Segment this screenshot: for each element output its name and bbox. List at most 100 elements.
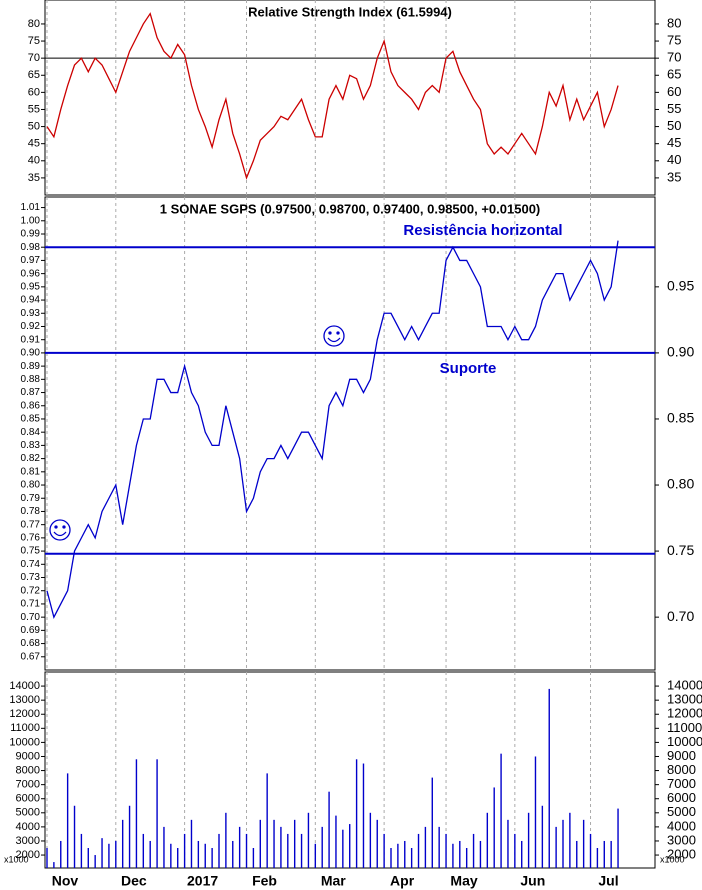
volume-bar	[232, 840, 234, 868]
y-tick-label: 0.93	[21, 308, 41, 319]
y-tick-label: 4000	[16, 821, 40, 833]
volume-bar	[541, 805, 544, 868]
y-tick-label: 3000	[16, 835, 40, 847]
y-tick-label: 0.80	[21, 480, 41, 491]
y-tick-label: 14000	[9, 680, 40, 692]
axis-note: x1000	[4, 854, 29, 864]
annotation: Suporte	[440, 360, 497, 377]
y-tick-label: 80	[667, 15, 681, 30]
y-tick-label: 60	[28, 86, 40, 98]
volume-bar	[390, 848, 392, 868]
volume-bar	[582, 819, 585, 868]
y-tick-label: 0.92	[21, 321, 41, 332]
y-tick-label: 7000	[667, 776, 696, 791]
y-tick-label: 70	[28, 52, 40, 64]
y-tick-label: 55	[28, 103, 40, 115]
y-tick-label: 10000	[9, 736, 40, 748]
y-tick-label: 13000	[9, 694, 40, 706]
y-tick-label: 14000	[667, 678, 702, 693]
volume-bar	[293, 819, 296, 868]
volume-bar	[479, 840, 482, 868]
y-tick-label: 0.78	[21, 506, 41, 517]
y-tick-label: 40	[28, 155, 40, 167]
volume-bar	[376, 819, 378, 868]
volume-bar	[465, 848, 468, 868]
volume-bar	[273, 819, 275, 868]
y-tick-label: 0.71	[21, 599, 41, 610]
y-tick-label: 65	[28, 69, 40, 81]
volume-bar	[610, 840, 612, 868]
volume-bar	[280, 826, 282, 868]
volume-bar	[307, 812, 310, 868]
x-tick-label: Feb	[252, 873, 277, 889]
volume-bar	[156, 759, 158, 868]
volume-bar	[596, 848, 599, 868]
y-tick-label: 0.67	[21, 651, 41, 662]
y-tick-label: 11000	[10, 722, 40, 734]
volume-bar	[80, 833, 83, 868]
volume-bar	[53, 862, 55, 868]
volume-bar	[576, 840, 578, 868]
volume-bar	[266, 773, 268, 868]
volume-bar	[142, 833, 145, 868]
x-tick-label: May	[450, 873, 477, 889]
volume-bar	[438, 826, 440, 868]
panel-title: 1 SONAE SGPS (0.97500, 0.98700, 0.97400,…	[160, 201, 541, 216]
y-tick-label: 65	[667, 67, 681, 82]
y-tick-label: 3000	[667, 832, 696, 847]
smiley	[323, 325, 345, 347]
y-tick-label: 0.95	[667, 278, 694, 294]
y-tick-label: 75	[28, 35, 40, 47]
y-tick-label: 6000	[667, 790, 696, 805]
y-tick-label: 0.95	[21, 281, 41, 292]
volume-bar	[500, 753, 502, 868]
y-tick-label: 13000	[667, 692, 702, 707]
volume-bar	[73, 805, 76, 868]
volume-bar	[534, 756, 537, 868]
volume-bar	[342, 829, 344, 868]
y-tick-label: 0.75	[667, 542, 694, 558]
y-tick-label: 10000	[667, 734, 702, 749]
x-tick-label: Apr	[390, 873, 415, 889]
y-tick-label: 0.76	[21, 533, 41, 544]
y-tick-label: 50	[667, 118, 681, 133]
y-tick-label: 0.91	[21, 334, 41, 345]
volume-bar	[417, 833, 420, 868]
y-tick-label: 0.79	[21, 493, 41, 504]
y-tick-label: 0.97	[21, 255, 41, 266]
y-tick-label: 0.68	[21, 638, 41, 649]
volume-bar	[424, 826, 427, 868]
volume-bar	[314, 843, 317, 868]
y-tick-label: 0.87	[21, 387, 41, 398]
y-tick-label: 6000	[16, 793, 40, 805]
volume-bar	[259, 819, 261, 868]
volume-bar	[211, 848, 213, 868]
volume-bar	[328, 791, 330, 868]
volume-bar	[459, 840, 461, 868]
y-tick-label: 0.89	[21, 361, 41, 372]
y-tick-label: 0.70	[667, 608, 694, 624]
y-tick-label: 4000	[667, 818, 696, 833]
volume-bar	[335, 815, 337, 868]
volume-bar	[245, 833, 248, 868]
volume-bar	[493, 787, 495, 868]
y-tick-label: 8000	[16, 764, 40, 776]
y-tick-label: 0.75	[21, 546, 41, 557]
volume-bar	[548, 688, 550, 868]
y-tick-label: 5000	[16, 807, 40, 819]
volume-bar	[135, 759, 138, 868]
volume-bar	[617, 808, 619, 868]
y-tick-label: 11000	[667, 720, 702, 735]
y-tick-label: 0.88	[21, 374, 41, 385]
y-tick-label: 0.81	[21, 466, 41, 477]
volume-bar	[321, 826, 323, 868]
y-tick-label: 0.69	[21, 625, 41, 636]
volume-bar	[252, 848, 255, 868]
volume-bar	[362, 763, 365, 868]
annotation: Resistência horizontal	[403, 222, 562, 239]
y-tick-label: 0.70	[21, 612, 41, 623]
x-tick-label: Jul	[598, 873, 618, 889]
volume-bar	[287, 833, 289, 868]
y-tick-label: 45	[667, 135, 681, 150]
